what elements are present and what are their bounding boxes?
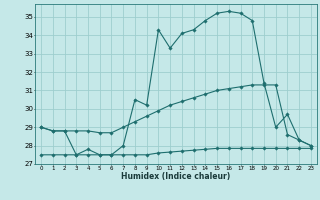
X-axis label: Humidex (Indice chaleur): Humidex (Indice chaleur) bbox=[121, 172, 231, 181]
